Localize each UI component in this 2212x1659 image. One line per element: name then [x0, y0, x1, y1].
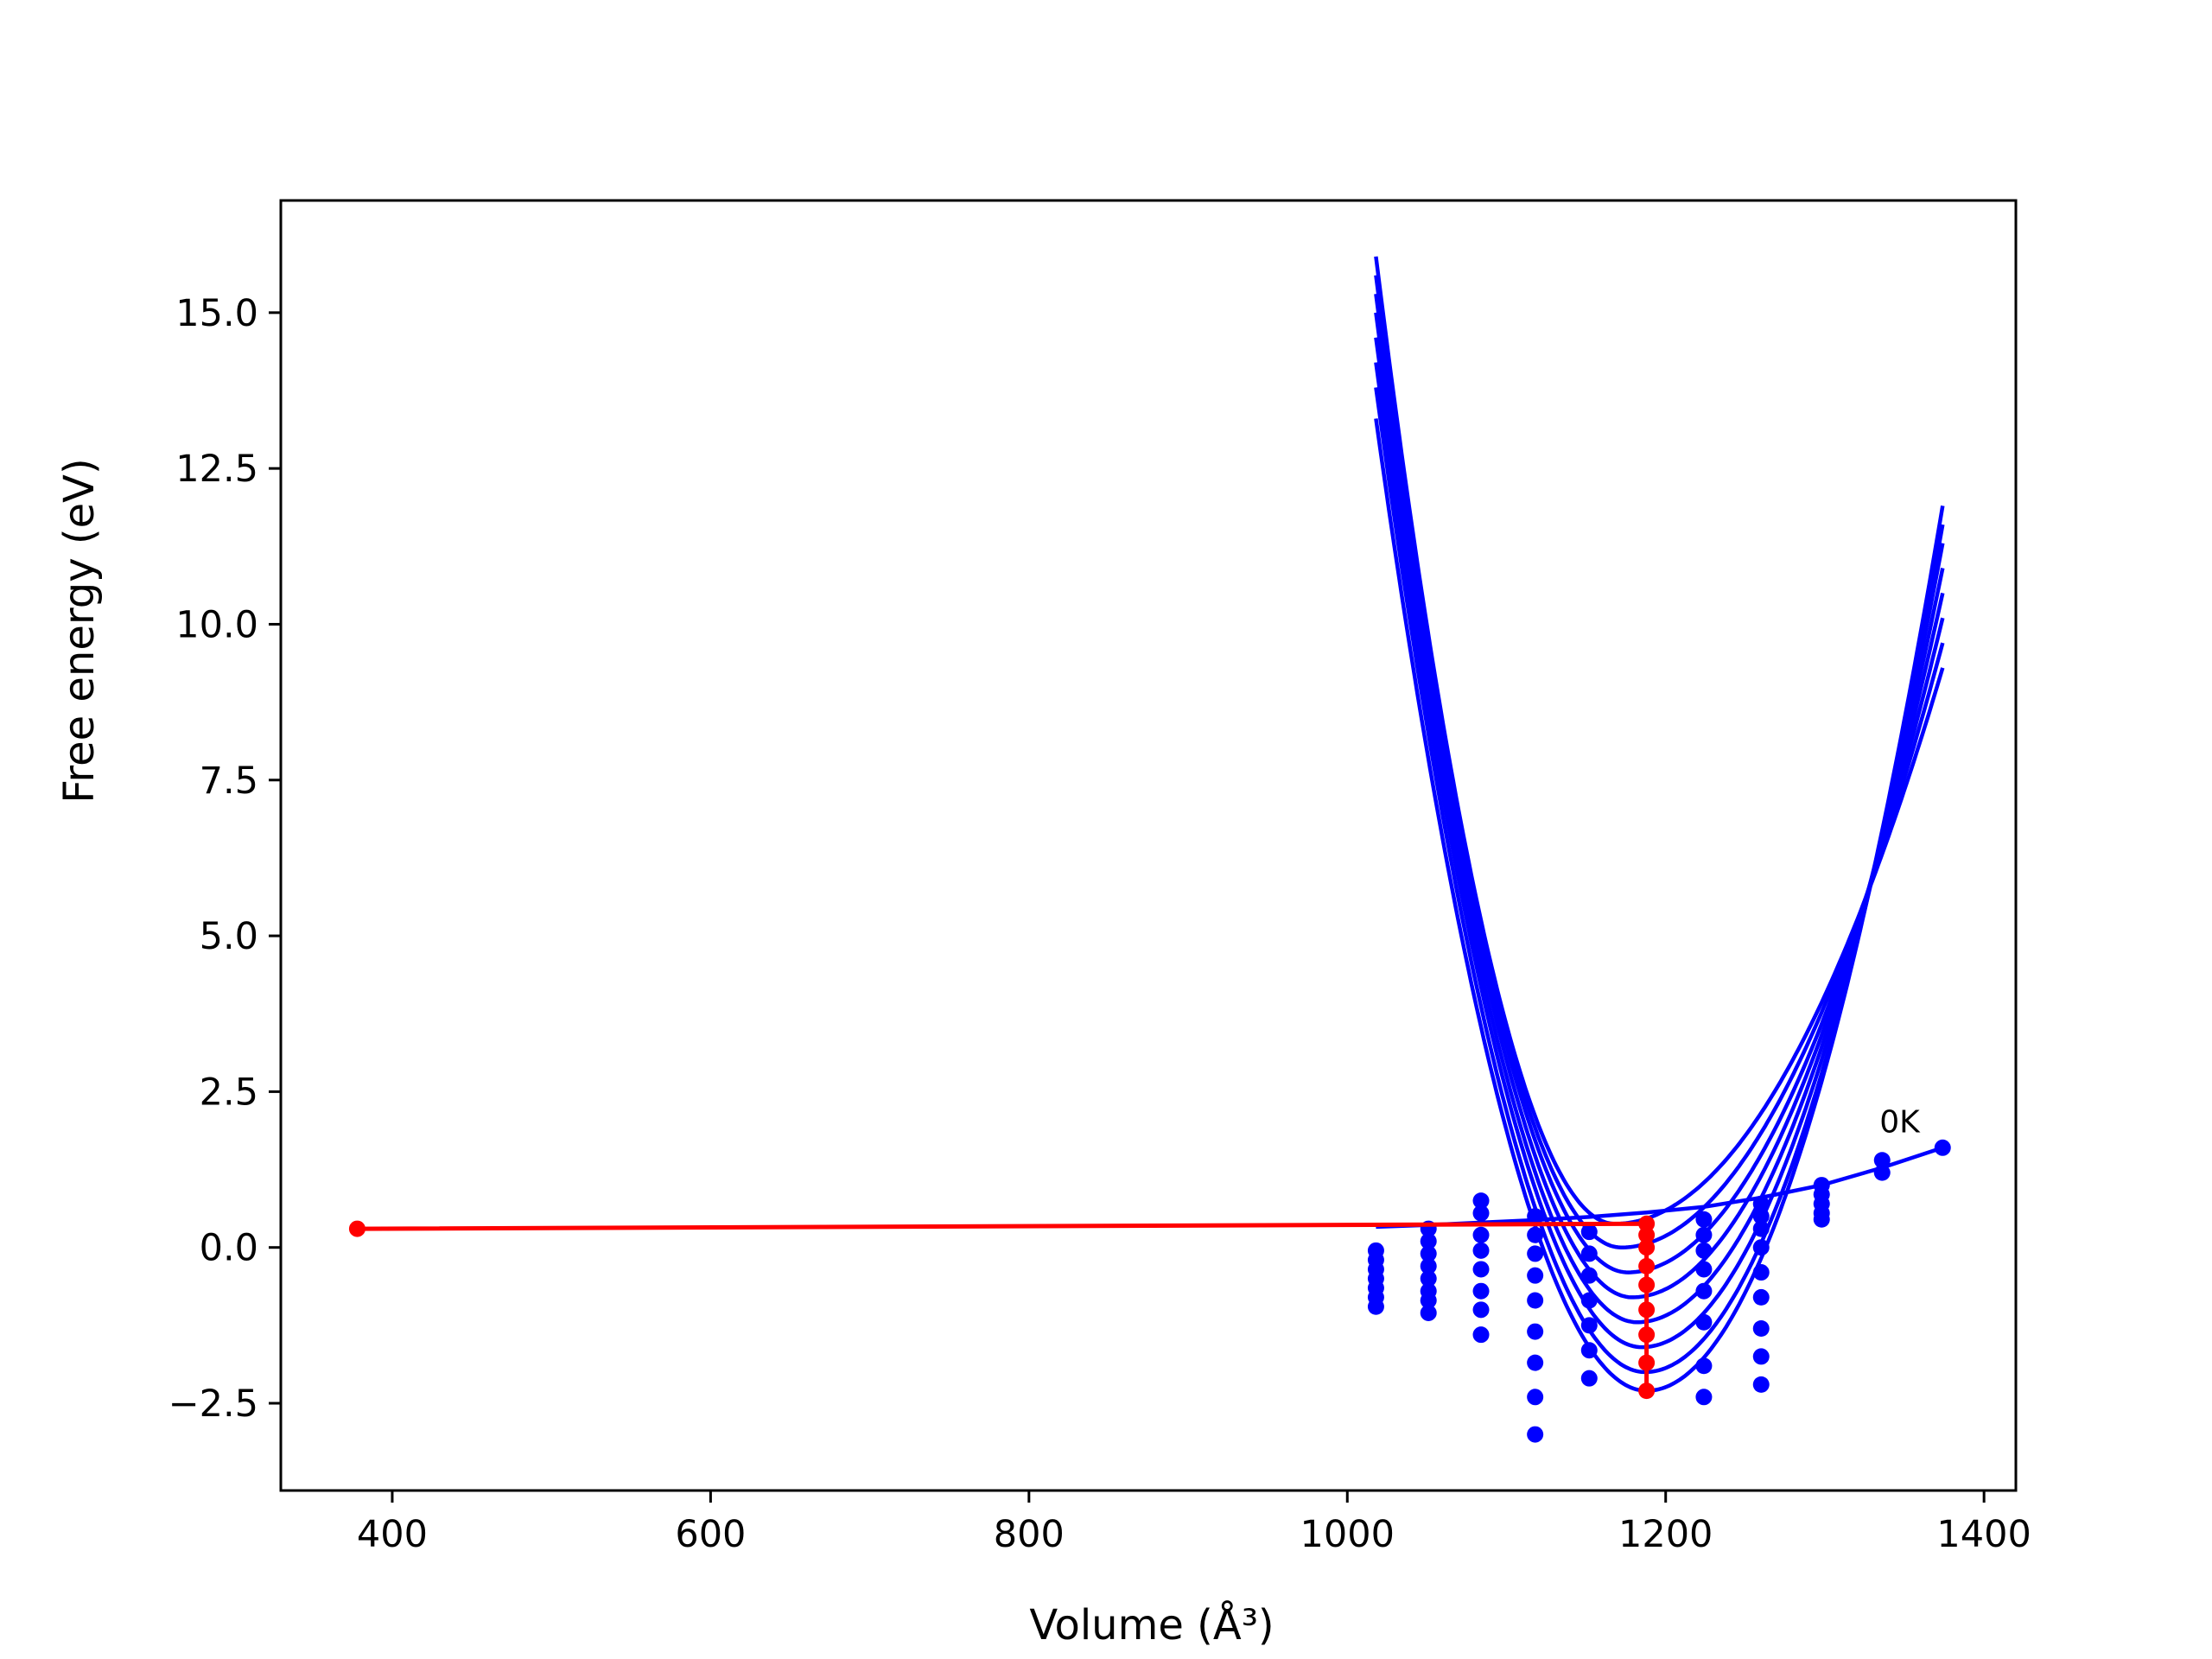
- data-point: [1752, 1288, 1770, 1306]
- y-tick-label: 10.0: [175, 603, 258, 646]
- data-point: [1934, 1139, 1951, 1156]
- data-point: [1752, 1239, 1770, 1256]
- minima-line: [357, 1221, 1649, 1391]
- data-point: [1580, 1370, 1598, 1387]
- data-point: [1695, 1282, 1713, 1300]
- x-axis-label: Volume (Å³): [1029, 1600, 1274, 1649]
- y-tick-label: 0.0: [200, 1227, 258, 1270]
- fit-curve-1: [1374, 256, 1945, 1226]
- minima-point: [1638, 1326, 1656, 1344]
- data-point: [1527, 1426, 1544, 1443]
- data-point: [1873, 1152, 1891, 1169]
- data-point: [1420, 1257, 1437, 1274]
- fit-curve-2: [1374, 275, 1945, 1249]
- plot-clip-group: [348, 256, 1951, 1443]
- minima-point: [1638, 1239, 1656, 1256]
- data-point: [1527, 1354, 1544, 1371]
- data-point: [1472, 1261, 1490, 1278]
- data-point: [1752, 1220, 1770, 1237]
- data-point: [1527, 1389, 1544, 1406]
- x-tick-label: 1200: [1618, 1513, 1713, 1556]
- data-point: [1420, 1245, 1437, 1262]
- data-point: [1472, 1326, 1490, 1344]
- minima-point: [1638, 1276, 1656, 1294]
- y-tick-label: 7.5: [200, 760, 258, 803]
- minima-point: [1638, 1382, 1656, 1400]
- data-point: [1813, 1211, 1830, 1228]
- data-point: [1527, 1267, 1544, 1284]
- minima-point: [1638, 1226, 1656, 1243]
- y-tick-label: 5.0: [200, 915, 258, 958]
- x-tick-label: 400: [357, 1513, 428, 1556]
- data-point: [1752, 1319, 1770, 1337]
- data-point: [1580, 1292, 1598, 1309]
- data-point: [1695, 1357, 1713, 1375]
- axes: 400 600 800 1000 1200 1400 −2.5 0.0 2.5 5.0 7.5 10.…: [168, 199, 2031, 1556]
- data-point: [1580, 1245, 1598, 1262]
- axes-frame: [279, 199, 2018, 1492]
- data-point: [1472, 1205, 1490, 1222]
- data-point: [1472, 1192, 1490, 1210]
- data-point: [1420, 1304, 1437, 1321]
- plot-area: 0K: [348, 256, 1951, 1443]
- data-point: [1527, 1226, 1544, 1243]
- y-tick-label: 2.5: [200, 1071, 258, 1114]
- fit-curve-8: [1374, 418, 1945, 1393]
- data-point: [1420, 1232, 1437, 1249]
- data-point: [1695, 1226, 1713, 1243]
- data-point: [1580, 1317, 1598, 1334]
- data-point: [1527, 1245, 1544, 1262]
- data-point: [1695, 1389, 1713, 1406]
- data-point: [1695, 1242, 1713, 1259]
- x-tick-label: 600: [675, 1513, 746, 1556]
- data-point: [1472, 1242, 1490, 1259]
- x-tick-label: 800: [994, 1513, 1065, 1556]
- y-tick-label: 12.5: [175, 448, 258, 491]
- minima-point: [1638, 1215, 1656, 1232]
- data-point: [1752, 1376, 1770, 1393]
- x-tick-label: 1000: [1300, 1513, 1395, 1556]
- data-point: [1420, 1270, 1437, 1287]
- y-axis-label: Free energy (eV): [55, 458, 104, 803]
- data-point: [1527, 1323, 1544, 1340]
- data-point: [1472, 1301, 1490, 1319]
- data-point: [1527, 1208, 1544, 1225]
- minima-point: [1638, 1301, 1656, 1319]
- data-point: [1527, 1292, 1544, 1309]
- data-point: [1695, 1313, 1713, 1331]
- fit-curve-6: [1374, 362, 1945, 1350]
- data-point: [1752, 1195, 1770, 1212]
- data-point: [1873, 1164, 1891, 1181]
- data-point: [1752, 1348, 1770, 1365]
- fit-curve-4: [1374, 312, 1945, 1300]
- x-tick-label: 1400: [1936, 1513, 2031, 1556]
- minima-point: [1638, 1257, 1656, 1274]
- data-point: [1580, 1267, 1598, 1284]
- data-point: [1420, 1292, 1437, 1309]
- data-point: [1695, 1211, 1713, 1228]
- data-point: [1752, 1264, 1770, 1281]
- annotation-0k: 0K: [1879, 1104, 1921, 1140]
- y-tick-label: −2.5: [168, 1382, 258, 1426]
- data-point: [1472, 1282, 1490, 1300]
- minima-point: [348, 1220, 365, 1237]
- fit-curve-3: [1374, 293, 1945, 1274]
- data-point: [1472, 1226, 1490, 1243]
- data-point: [1367, 1298, 1384, 1315]
- minima-point: [1638, 1354, 1656, 1371]
- data-point: [1580, 1342, 1598, 1359]
- data-point: [1752, 1208, 1770, 1225]
- y-tick-label: 15.0: [175, 292, 258, 335]
- data-point: [1695, 1261, 1713, 1278]
- data-point: [1580, 1224, 1598, 1241]
